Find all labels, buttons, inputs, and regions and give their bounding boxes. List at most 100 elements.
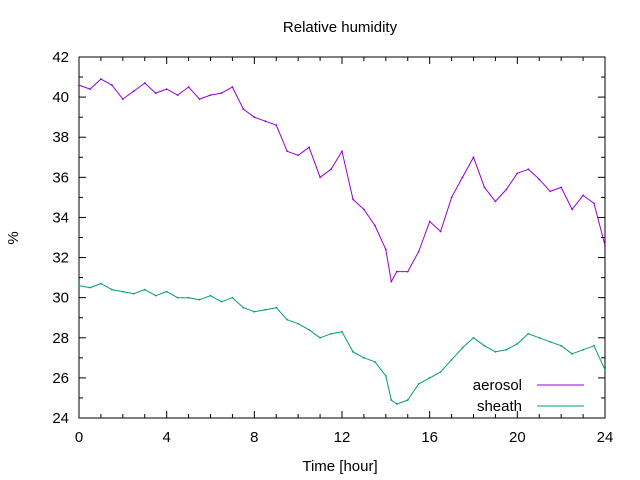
data-point-aerosol xyxy=(209,94,212,97)
data-point-sheath xyxy=(406,399,409,401)
x-tick-label: 8 xyxy=(250,429,258,446)
data-point-sheath xyxy=(253,310,256,313)
data-point-aerosol xyxy=(319,176,321,179)
data-point-sheath xyxy=(308,328,311,331)
data-point-aerosol xyxy=(110,84,113,86)
data-point-sheath xyxy=(264,308,267,311)
data-point-sheath xyxy=(78,284,80,287)
chart-title: Relative humidity xyxy=(283,19,398,36)
data-point-sheath xyxy=(363,356,365,359)
data-point-aerosol xyxy=(428,220,431,223)
data-point-aerosol xyxy=(308,146,311,149)
data-point-aerosol xyxy=(198,98,201,101)
data-point-sheath xyxy=(450,358,453,361)
data-point-aerosol xyxy=(78,84,80,86)
data-point-sheath xyxy=(275,306,278,309)
y-axis-label: % xyxy=(5,231,22,244)
y-tick-label: 30 xyxy=(52,290,69,307)
x-tick-label: 12 xyxy=(334,429,351,446)
data-point-sheath xyxy=(110,288,113,291)
data-point-sheath xyxy=(494,350,497,353)
data-point-aerosol xyxy=(89,88,91,90)
data-point-aerosol xyxy=(560,186,563,189)
data-point-aerosol xyxy=(406,270,409,273)
data-point-sheath xyxy=(582,348,584,351)
data-point-sheath xyxy=(154,294,157,297)
data-point-aerosol xyxy=(330,168,332,171)
y-tick-label: 36 xyxy=(52,169,69,186)
data-point-aerosol xyxy=(373,224,376,227)
data-point-aerosol xyxy=(538,178,541,181)
data-point-aerosol xyxy=(253,116,256,119)
data-point-sheath xyxy=(516,342,519,345)
x-tick-label: 24 xyxy=(597,429,614,446)
data-point-sheath xyxy=(549,340,552,343)
data-point-sheath xyxy=(286,318,289,321)
data-point-sheath xyxy=(527,332,530,335)
data-point-sheath xyxy=(220,300,223,303)
data-point-sheath xyxy=(242,306,245,309)
data-point-aerosol xyxy=(165,88,168,90)
data-point-aerosol xyxy=(461,176,464,179)
data-point-aerosol xyxy=(593,202,595,205)
data-point-aerosol xyxy=(390,280,393,283)
data-point-aerosol xyxy=(505,188,508,191)
data-point-sheath xyxy=(330,332,332,335)
data-point-aerosol xyxy=(472,156,475,159)
data-point-aerosol xyxy=(143,82,146,84)
y-tick-label: 32 xyxy=(52,250,69,267)
data-point-sheath xyxy=(395,403,398,405)
data-point-aerosol xyxy=(450,196,453,199)
data-point-aerosol xyxy=(527,168,530,171)
data-point-sheath xyxy=(538,336,541,339)
x-tick-label: 4 xyxy=(162,429,170,446)
data-point-aerosol xyxy=(121,98,124,101)
data-point-aerosol xyxy=(363,208,365,211)
data-point-aerosol xyxy=(286,150,289,153)
data-point-sheath xyxy=(176,296,179,299)
y-tick-label: 40 xyxy=(52,89,69,106)
data-point-aerosol xyxy=(275,124,278,127)
data-point-aerosol xyxy=(549,190,552,193)
data-point-sheath xyxy=(143,288,146,291)
data-point-aerosol xyxy=(154,92,157,94)
data-point-aerosol xyxy=(483,186,486,189)
data-point-aerosol xyxy=(187,86,190,88)
data-point-sheath xyxy=(593,344,595,347)
data-point-sheath xyxy=(121,290,124,293)
data-point-aerosol xyxy=(439,230,442,233)
data-point-aerosol xyxy=(341,150,343,153)
data-point-sheath xyxy=(187,296,190,299)
data-point-sheath xyxy=(341,330,343,333)
data-point-aerosol xyxy=(297,154,300,157)
data-point-aerosol xyxy=(100,78,102,80)
data-point-aerosol xyxy=(582,194,584,197)
data-point-sheath xyxy=(209,294,212,297)
y-tick-label: 28 xyxy=(52,330,69,347)
y-tick-label: 42 xyxy=(52,49,69,66)
x-axis-label: Time [hour] xyxy=(302,458,377,475)
data-point-sheath xyxy=(165,290,168,293)
data-point-sheath xyxy=(352,350,354,353)
data-point-sheath xyxy=(390,399,393,401)
x-tick-label: 0 xyxy=(75,429,83,446)
data-point-sheath xyxy=(483,344,486,347)
series-line-aerosol xyxy=(78,78,606,283)
data-point-aerosol xyxy=(571,208,574,211)
data-point-aerosol xyxy=(395,270,398,273)
data-point-sheath xyxy=(461,346,464,349)
data-point-sheath xyxy=(132,292,135,295)
data-point-sheath xyxy=(319,336,321,339)
data-point-sheath xyxy=(604,368,606,371)
y-tick-label: 26 xyxy=(52,370,69,387)
x-tick-label: 16 xyxy=(421,429,438,446)
y-tick-label: 34 xyxy=(52,209,69,226)
data-point-aerosol xyxy=(417,250,420,253)
x-tick-label: 20 xyxy=(509,429,526,446)
y-tick-label: 38 xyxy=(52,129,69,146)
data-point-aerosol xyxy=(176,94,179,97)
legend: aerosol sheath xyxy=(473,377,584,415)
data-point-sheath xyxy=(428,376,431,379)
